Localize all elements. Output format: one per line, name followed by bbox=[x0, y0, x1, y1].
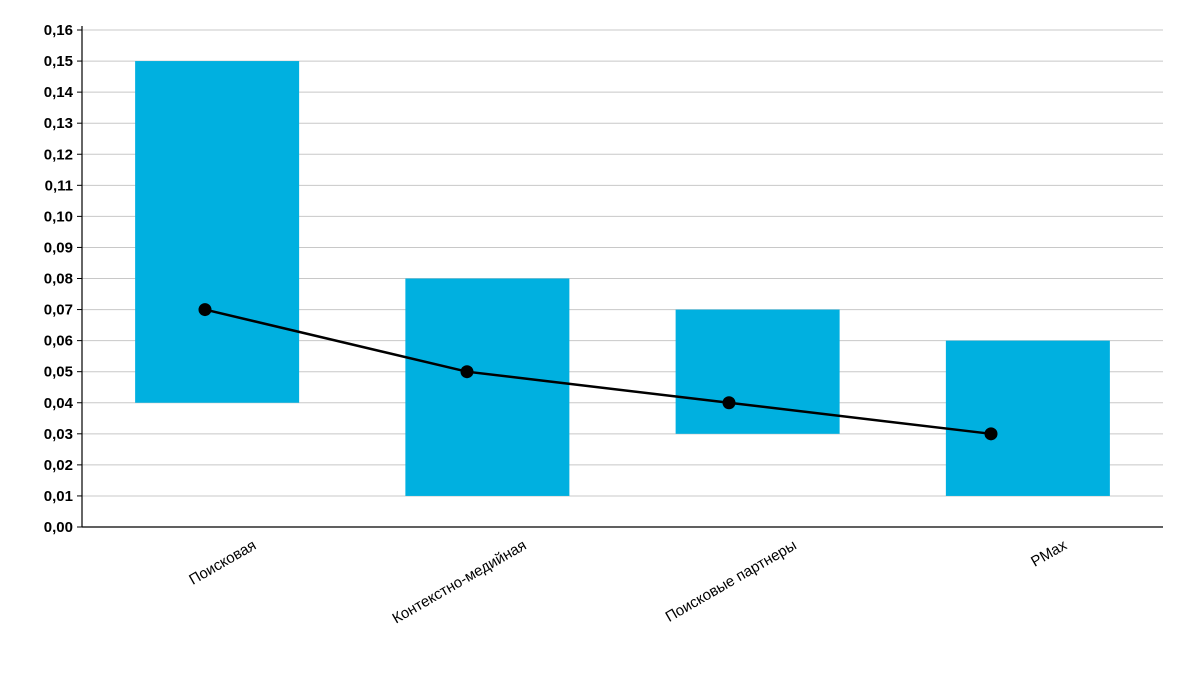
y-tick-label: 0,08 bbox=[44, 271, 73, 288]
axes bbox=[77, 26, 1163, 528]
y-tick-label: 0,01 bbox=[44, 488, 73, 505]
line-point bbox=[198, 303, 212, 317]
y-tick-label: 0,15 bbox=[44, 53, 73, 70]
x-tick-label: Контекстно-медийная bbox=[389, 537, 529, 628]
line-point bbox=[722, 396, 736, 410]
y-tick-label: 0,09 bbox=[44, 239, 73, 256]
line-point bbox=[460, 365, 474, 379]
range-bar bbox=[945, 340, 1110, 496]
range-bars bbox=[135, 61, 1110, 496]
x-axis-ticks: Поисковая Контекстно-медийная Поисковые па… bbox=[186, 536, 1070, 627]
y-tick-label: 0,04 bbox=[44, 395, 74, 412]
x-tick-label: Поисковая bbox=[186, 537, 259, 589]
y-tick-label: 0,14 bbox=[44, 84, 74, 101]
y-tick-label: 0,03 bbox=[44, 426, 73, 443]
y-tick-label: 0,10 bbox=[44, 208, 73, 225]
line-path bbox=[204, 308, 992, 436]
y-tick-label: 0,06 bbox=[44, 333, 73, 350]
y-tick-label: 0,12 bbox=[44, 146, 73, 163]
y-tick-label: 0,07 bbox=[44, 302, 73, 319]
x-tick-label: PMax bbox=[1028, 536, 1070, 570]
y-axis-ticks: 0,00 0,01 0,02 0,03 0,04 0,05 0,06 0,07 0,08 0,09… bbox=[44, 22, 74, 536]
y-tick-label: 0,13 bbox=[44, 115, 73, 132]
x-tick-label: Поисковые партнеры bbox=[663, 537, 800, 626]
y-tick-label: 0,16 bbox=[44, 22, 73, 39]
y-tick-label: 0,02 bbox=[44, 457, 73, 474]
y-tick-label: 0,11 bbox=[45, 177, 73, 194]
range-bar bbox=[135, 61, 300, 403]
range-bar bbox=[675, 309, 840, 434]
line-point bbox=[984, 427, 998, 441]
line-series bbox=[198, 303, 998, 441]
range-bar bbox=[405, 278, 570, 496]
y-tick-label: 0,00 bbox=[44, 519, 73, 536]
y-tick-label: 0,05 bbox=[44, 364, 73, 381]
